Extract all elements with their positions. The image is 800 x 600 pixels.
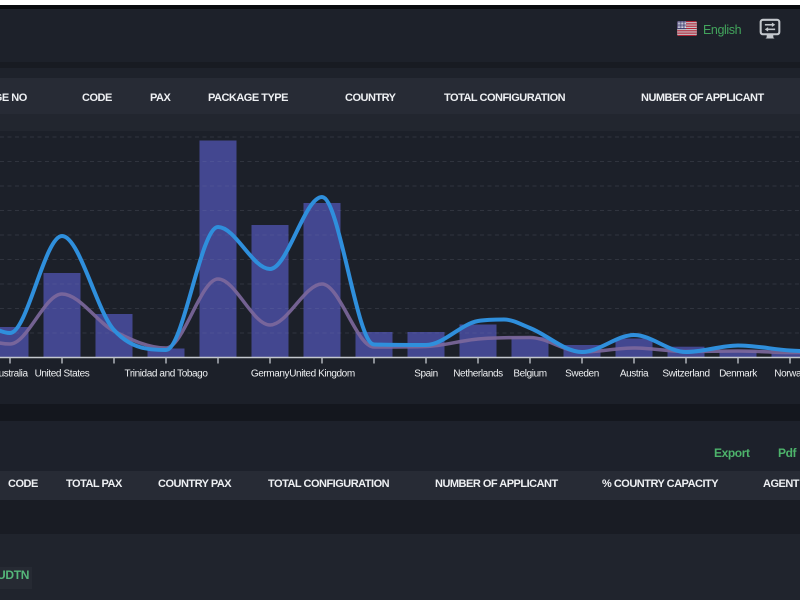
svg-text:Spain: Spain: [414, 369, 438, 380]
svg-text:Germany: Germany: [251, 369, 290, 380]
svg-text:Switzerland: Switzerland: [662, 369, 709, 380]
svg-text:Trinidad and Tobago: Trinidad and Tobago: [124, 369, 208, 380]
svg-text:Netherlands: Netherlands: [453, 369, 503, 380]
svg-text:Denmark: Denmark: [719, 369, 758, 380]
svg-text:Australia: Australia: [0, 369, 28, 380]
svg-text:United States: United States: [35, 369, 90, 380]
svg-text:Norway: Norway: [774, 369, 800, 380]
svg-text:Sweden: Sweden: [565, 369, 599, 380]
svg-text:United Kingdom: United Kingdom: [289, 369, 355, 380]
svg-text:Austria: Austria: [620, 369, 649, 380]
svg-text:Belgium: Belgium: [513, 369, 546, 380]
